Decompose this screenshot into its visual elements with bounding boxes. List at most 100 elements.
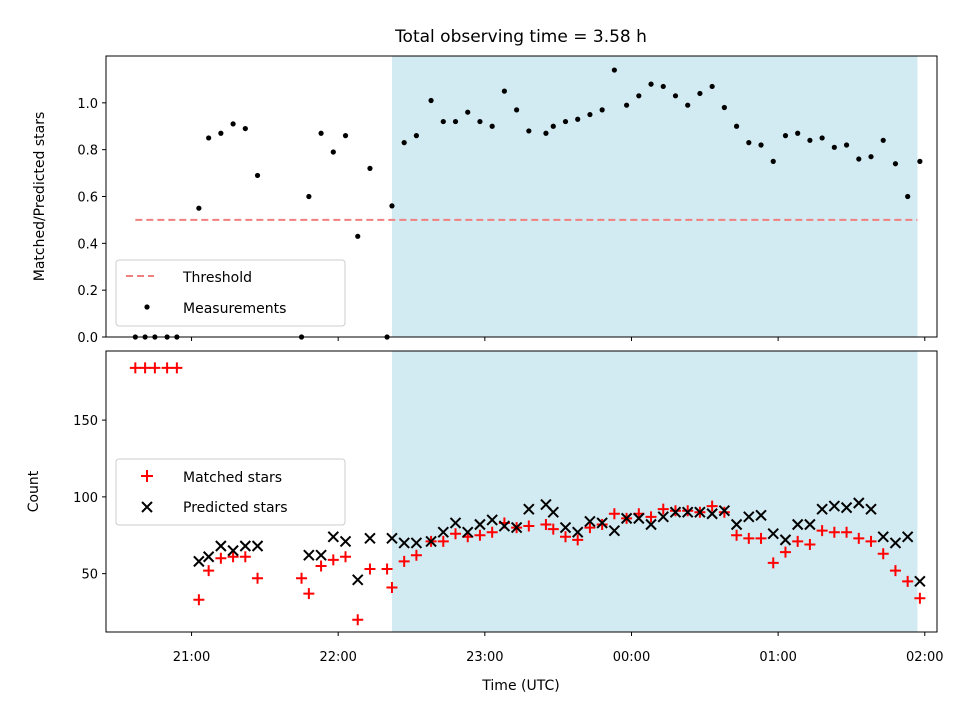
measurement-point — [389, 203, 395, 209]
predicted-stars-point — [804, 518, 816, 531]
predicted-stars-point — [339, 535, 352, 548]
predicted-stars-point — [352, 574, 364, 586]
predicted-stars-point — [620, 512, 633, 525]
matched-stars-point — [410, 549, 422, 561]
predicted-stars-point — [584, 515, 596, 528]
matched-stars-point — [743, 532, 755, 544]
measurement-point — [218, 130, 224, 136]
matched-stars-point — [865, 535, 877, 547]
predicted-stars-point — [364, 532, 376, 545]
measurement-point — [636, 93, 642, 99]
matched-stars-point — [252, 572, 264, 584]
measurement-point — [230, 121, 236, 127]
top-legend-box — [115, 259, 346, 327]
measurement-point — [685, 102, 691, 108]
predicted-stars-point — [669, 506, 682, 518]
x-tick-label: 21:00 — [173, 650, 210, 665]
matched-stars-point — [129, 362, 141, 374]
matched-stars-point — [584, 522, 596, 534]
measurement-point — [856, 156, 862, 162]
predicted-stars-point — [840, 501, 853, 514]
predicted-stars-point — [633, 512, 645, 525]
matched-stars-point — [877, 548, 889, 560]
y-tick-label: 0.2 — [77, 284, 98, 299]
predicted-stars-point — [681, 506, 694, 518]
bottom-legend-box — [115, 458, 346, 526]
predicted-stars-point — [559, 521, 572, 534]
predicted-stars-point — [791, 518, 804, 531]
measurement-point — [795, 130, 801, 136]
measurements-legend-swatch — [144, 304, 150, 310]
matched-stars-point — [669, 505, 681, 517]
matched-stars-point — [523, 520, 535, 532]
matched-stars-point — [486, 526, 498, 538]
predicted-stars-point — [215, 540, 227, 552]
predicted-stars-point — [315, 549, 327, 561]
x-tick-label: 02:00 — [906, 650, 943, 665]
y-tick-label: 50 — [81, 568, 98, 583]
predicted-stars-point — [462, 526, 474, 538]
bottom-panel-marks — [129, 362, 926, 626]
measurement-point — [697, 90, 703, 97]
measurement-point — [401, 140, 407, 146]
top-panel: 0.0 0.2 0.4 0.6 0.8 1.0 Matched/Predicted sta… — [32, 55, 938, 346]
x-tick-label: 23:00 — [466, 650, 503, 665]
predicted-stars-point — [425, 535, 437, 548]
predicted-stars-point — [410, 537, 423, 549]
matched-stars-point — [547, 523, 559, 535]
measurement-point — [880, 137, 886, 143]
matched-stars-point — [227, 551, 239, 563]
measurement-point — [905, 193, 911, 200]
measurement-point — [330, 149, 336, 155]
predicted-stars-point — [657, 511, 669, 523]
measurement-point — [672, 93, 679, 99]
observing-interval-shade-bottom — [391, 351, 918, 632]
matched-stars-point — [149, 362, 161, 374]
predicted-stars-point — [510, 521, 523, 534]
observing-interval-shade-top — [391, 56, 918, 337]
matched-stars-point — [559, 531, 571, 543]
measurement-point — [318, 130, 324, 136]
predicted-stars-point — [239, 540, 252, 552]
y-tick-label: 0.6 — [77, 191, 98, 206]
matched-stars-point — [327, 554, 339, 566]
matched-stars-point — [853, 532, 865, 544]
measurement-point — [254, 172, 261, 179]
chart-title: Total observing time = 3.58 h — [394, 27, 647, 47]
predicted-stars-point — [877, 531, 889, 543]
measurement-point — [501, 88, 507, 94]
top-panel-marks — [132, 67, 923, 340]
bottom-panel-x-ticks: 21:00 22:00 23:00 00:00 01:00 02:00 — [173, 632, 944, 665]
bottom-panel-legend: Matched stars Predicted stars — [115, 458, 346, 526]
measurement-point — [196, 205, 202, 211]
matched-stars-point — [139, 362, 151, 374]
matched-stars-point — [540, 519, 552, 531]
measurement-point — [206, 135, 212, 141]
predicted-stars-legend-label: Predicted stars — [183, 500, 288, 516]
matched-stars-point — [706, 500, 718, 512]
predicted-stars-point — [547, 506, 559, 518]
predicted-stars-point — [486, 514, 498, 526]
matched-stars-point — [161, 362, 173, 374]
measurement-point — [477, 118, 483, 125]
matched-stars-legend-swatch — [141, 470, 153, 482]
x-tick-label: 00:00 — [613, 650, 650, 665]
predicted-stars-point — [596, 517, 608, 529]
matched-stars-point — [572, 534, 584, 546]
measurement-point — [868, 154, 874, 160]
predicted-stars-point — [706, 508, 718, 520]
matched-stars-point — [381, 563, 393, 575]
predicted-stars-point — [901, 531, 914, 543]
predicted-stars-point — [767, 528, 779, 540]
matched-stars-point — [193, 594, 205, 606]
bottom-panel-frame — [105, 350, 938, 633]
x-axis-label: Time (UTC) — [481, 678, 559, 694]
measurement-point — [648, 81, 654, 87]
measurement-point — [465, 109, 471, 115]
measurement-point — [721, 104, 727, 111]
measurement-point — [575, 116, 581, 122]
measurements-legend-label: Measurements — [183, 301, 286, 317]
y-tick-label: 0.0 — [77, 331, 98, 346]
measurement-point — [758, 142, 764, 148]
